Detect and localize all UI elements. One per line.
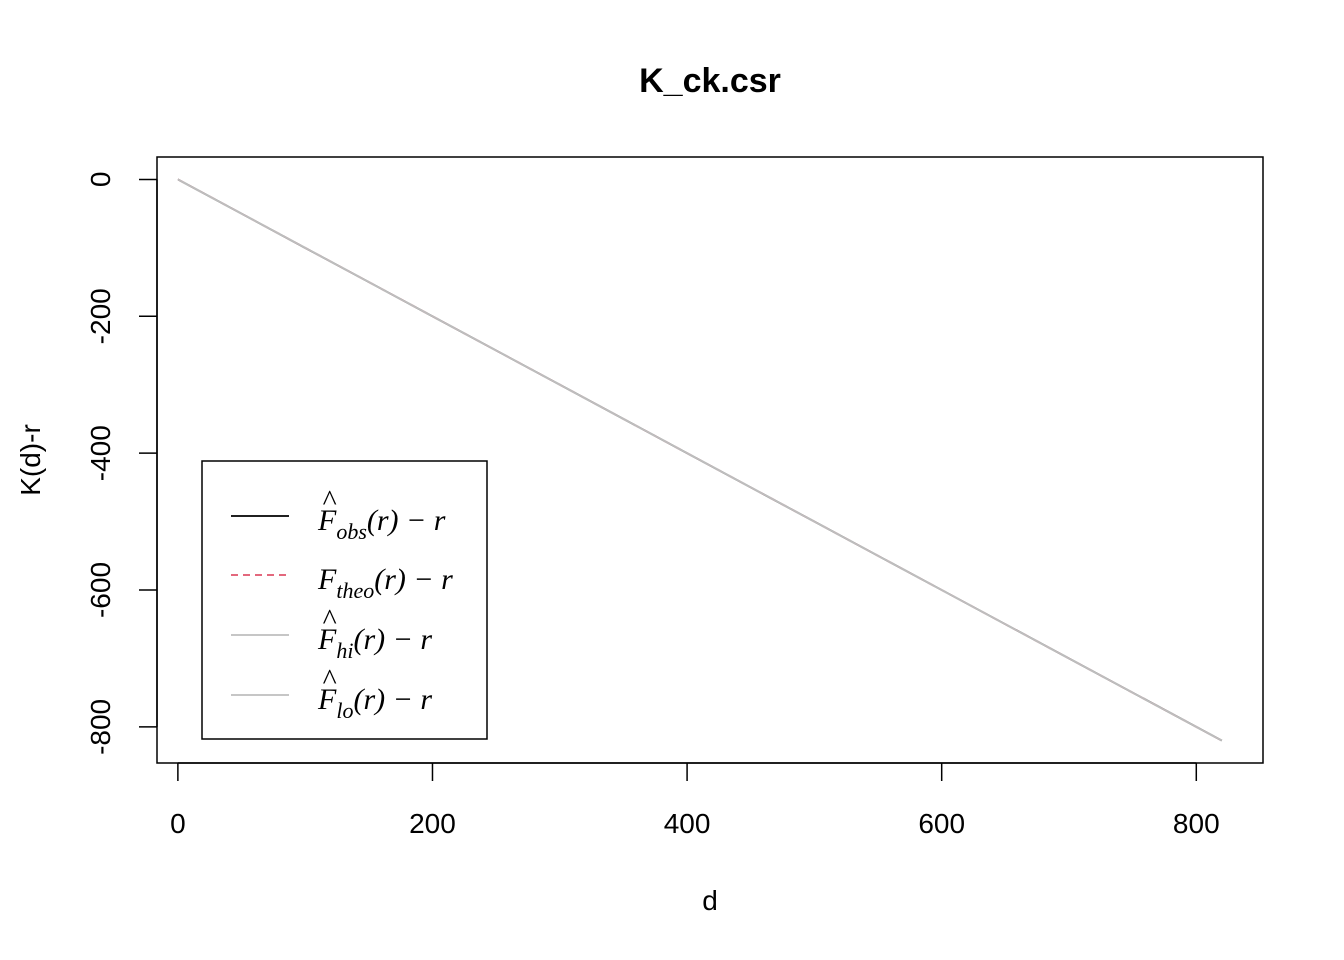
legend-label-lo: Flo(r) − r [317, 683, 432, 723]
y-tick-label: -400 [85, 425, 116, 481]
x-tick-label: 0 [170, 808, 186, 839]
y-tick-label: 0 [85, 172, 116, 188]
x-axis-label: d [702, 885, 718, 916]
legend-entry-hi: ^Fhi(r) − r [317, 603, 432, 663]
legend-entry-lo: ^Flo(r) − r [317, 663, 432, 723]
legend-entry-theo: Ftheo(r) − r [317, 563, 453, 603]
legend-hat: ^ [322, 603, 337, 636]
x-tick-label: 800 [1173, 808, 1220, 839]
series-line-lo [177, 178, 1223, 742]
y-tick-label: -600 [85, 562, 116, 618]
chart-title: K_ck.csr [639, 62, 781, 100]
legend-label-obs: Fobs(r) − r [317, 504, 446, 544]
legend-hat: ^ [322, 663, 337, 696]
y-axis-label: K(d)-r [15, 424, 46, 496]
y-tick-label: -200 [85, 288, 116, 344]
y-tick-label: -800 [85, 699, 116, 755]
legend-box [201, 460, 488, 740]
y-axis: 0 -200 -400 -600 -800 [85, 172, 158, 755]
legend-entry-obs: ^Fobs(r) − r [317, 484, 446, 544]
series-layer [177, 178, 1223, 742]
legend-label-hi: Fhi(r) − r [317, 623, 432, 663]
legend-hat: ^ [322, 484, 337, 517]
x-tick-label: 600 [918, 808, 965, 839]
x-axis: 0 200 400 600 800 [170, 762, 1220, 839]
x-tick-label: 200 [409, 808, 456, 839]
x-tick-label: 400 [664, 808, 711, 839]
legend-label-theo: Ftheo(r) − r [317, 563, 453, 603]
